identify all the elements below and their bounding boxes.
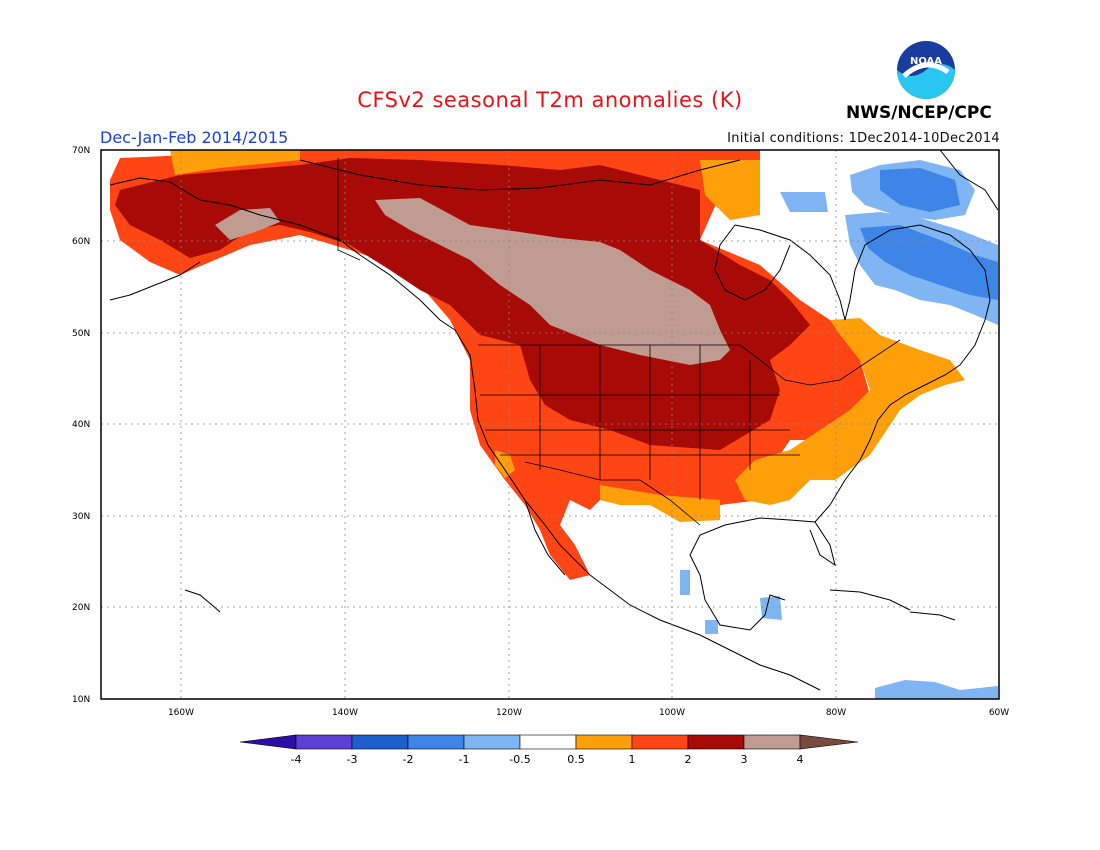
map-title: CFSv2 seasonal T2m anomalies (K) [357,88,743,112]
colorbar-swatch [519,734,577,750]
lat-label: 40N [72,420,90,430]
colorbar-swatch [687,734,745,750]
anomaly-region-alaska-edge [170,150,300,175]
colorbar-label: -1 [459,753,470,766]
coastline-westcoast [454,329,591,576]
agency-label: NWS/NCEP/CPC [846,103,992,123]
anomaly-region-north-edge [700,160,760,220]
colorbar-label: 3 [741,753,748,766]
lat-labels: 70N 60N 50N 40N 30N 20N 10N [72,146,90,705]
anomaly-region-southeast-us [735,318,965,505]
lat-label: 50N [72,329,90,339]
border-states-ew [480,394,800,456]
colorbar-label: -2 [403,753,414,766]
colorbar-label: -3 [347,753,358,766]
lon-label: 60W [989,708,1009,718]
lon-labels: 160W 140W 120W 100W 80W 60W [168,708,1009,718]
anomaly-region-west-coast [495,450,515,478]
initial-conditions-label: Initial conditions: 1Dec2014-10Dec2014 [727,131,1000,146]
colorbar-swatch [407,734,465,750]
anomaly-region-labrador [860,225,998,300]
coastline-cuba [829,589,911,611]
colorbar-label: -0.5 [509,753,530,766]
lon-label: 160W [168,708,194,718]
lon-label: 100W [659,708,685,718]
coastline-hispaniola [909,611,956,621]
border-us-mexico [524,461,701,526]
coastline-mexico-east [699,574,786,631]
season-label: Dec-Jan-Feb 2014/2015 [100,128,289,147]
colorbar-swatch [463,734,521,750]
lon-label: 120W [496,708,522,718]
coastline-hawaii [184,589,221,613]
border-states-ns [539,345,751,500]
coastline-greenland [939,150,999,211]
colorbar-arrow-high [799,734,859,750]
colorbar-label: 4 [797,753,804,766]
border-alaska-canada [337,158,361,261]
lat-label: 20N [72,603,90,613]
noaa-logo-icon: NOAA [897,41,955,99]
lat-label: 60N [72,237,90,247]
lon-label: 80W [826,708,846,718]
colorbar-arrow-low [239,734,297,750]
colorbar-swatch [351,734,409,750]
lat-label: 30N [72,512,90,522]
colorbar: -4 -3 -2 -1 -0.5 0.5 1 2 3 4 [239,734,859,766]
lat-label: 70N [72,146,90,156]
anomaly-region-hudson-patch [780,192,828,212]
coastlines [109,150,999,691]
noaa-logo-text: NOAA [910,56,942,67]
lat-label: 10N [72,695,90,705]
anomaly-region-alaska-core [115,158,810,450]
colorbar-label: -4 [291,753,302,766]
map-frame [100,149,1000,700]
anomaly-region-mexico-patch [705,620,718,634]
border-us-canada [478,339,901,386]
anomaly-region-canada-prairies [375,198,730,365]
colorbar-label: 2 [685,753,692,766]
anomaly-region-caribbean [875,680,998,699]
graticule [101,150,999,699]
colorbar-swatch [295,734,353,750]
colorbar-swatch [631,734,689,750]
coastline-baja [524,499,566,576]
coastline-alaska [109,177,456,331]
colorbar-swatch [743,734,801,750]
coastline-mexico-west [589,574,821,691]
coastline-arctic [299,159,741,191]
colorbar-swatch [575,734,633,750]
lon-label: 140W [332,708,358,718]
colorbar-label: 0.5 [567,753,585,766]
colorbar-label: 1 [629,753,636,766]
anomaly-region-gulf-patch [680,570,690,595]
anomaly-region-baffin-core [880,168,960,212]
coastline-canada-east [734,224,991,366]
anomaly-region-south-rim [600,485,720,522]
coastline-eastcoast [814,364,961,523]
anomaly-fields [110,150,998,699]
borders [337,158,901,526]
coastline-gulf [689,517,836,576]
coastline-alaska-peninsula [109,261,201,301]
coastline-hudson-bay [714,224,791,301]
